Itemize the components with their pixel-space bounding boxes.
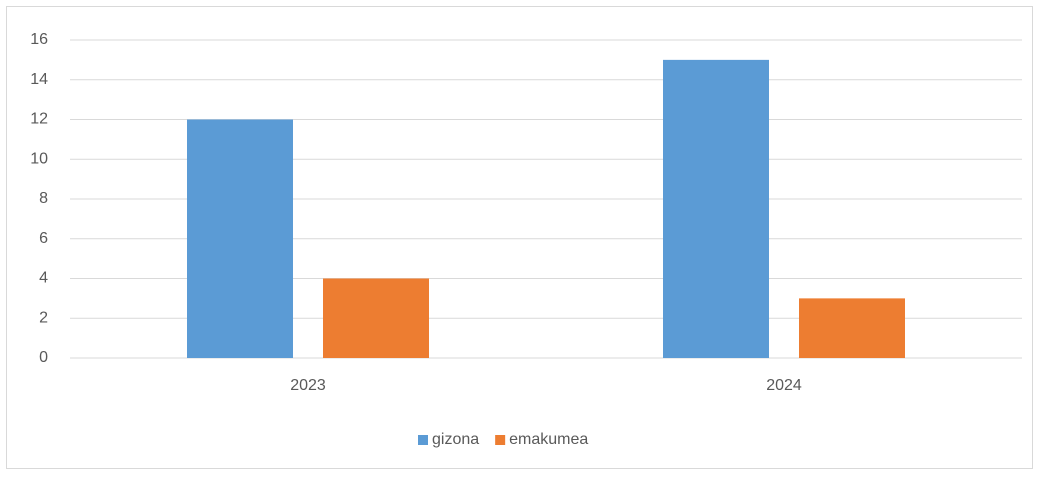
bar <box>187 119 293 358</box>
y-tick-label: 4 <box>39 270 48 287</box>
y-tick-label: 14 <box>30 71 48 88</box>
chart-border <box>6 6 1033 469</box>
legend-swatch <box>495 435 506 445</box>
bar <box>323 278 429 358</box>
y-tick-label: 2 <box>39 309 48 326</box>
x-tick-label: 2024 <box>766 377 802 394</box>
bar <box>663 59 769 358</box>
y-tick-label: 16 <box>30 31 48 48</box>
bar <box>799 298 905 358</box>
y-tick-label: 0 <box>39 349 48 366</box>
y-tick-label: 10 <box>30 150 48 167</box>
y-tick-label: 12 <box>30 111 48 128</box>
legend-label: emakumea <box>509 431 588 448</box>
legend-label: gizona <box>432 431 479 448</box>
y-tick-label: 8 <box>39 190 48 207</box>
legend-swatch <box>418 435 428 445</box>
x-tick-label: 2023 <box>290 377 326 394</box>
y-tick-label: 6 <box>39 230 48 247</box>
